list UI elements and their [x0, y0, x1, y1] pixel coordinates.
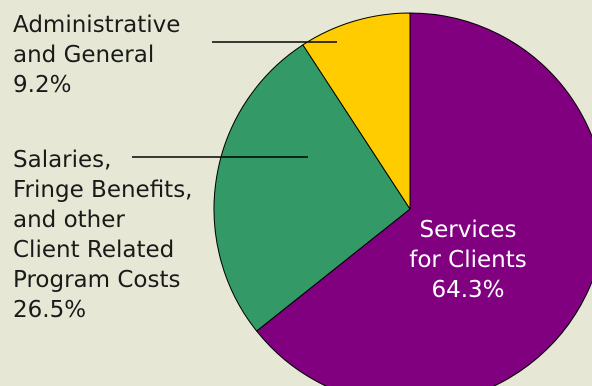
- slice-label-admin-line: and General: [13, 42, 155, 68]
- pie-slices: [213, 12, 592, 386]
- slice-label-services-line: Services: [419, 217, 517, 243]
- slice-label-salaries: Salaries, Fringe Benefits, and other Cli…: [13, 145, 193, 325]
- slice-label-salaries-line: Fringe Benefits,: [13, 177, 193, 203]
- slice-label-services-line: for Clients: [409, 247, 527, 273]
- slice-label-services-value: 64.3%: [431, 277, 505, 303]
- leader-lines: [132, 41, 337, 158]
- pie-slice-admin: [302, 12, 411, 210]
- slice-label-salaries-line: and other: [13, 207, 125, 233]
- slice-label-salaries-value: 26.5%: [13, 297, 87, 323]
- slice-label-salaries-line: Salaries,: [13, 147, 112, 173]
- slice-label-services: Services for Clients 64.3%: [405, 215, 531, 305]
- slice-label-admin-line: Administrative: [13, 12, 181, 38]
- slice-label-salaries-line: Client Related: [13, 237, 175, 263]
- slice-label-salaries-line: Program Costs: [13, 267, 181, 293]
- slice-label-admin: Administrative and General 9.2%: [13, 10, 180, 100]
- slice-label-admin-value: 9.2%: [13, 72, 72, 98]
- pie-slice-salaries: [213, 44, 411, 332]
- pie-slice-services: [256, 12, 592, 386]
